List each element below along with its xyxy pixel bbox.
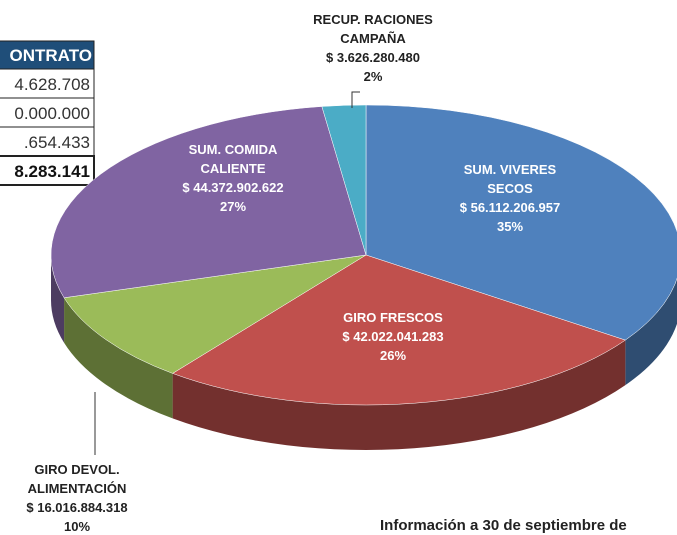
slice-name: GIRO DEVOL. ALIMENTACIÓN — [27, 462, 127, 496]
leader-line — [351, 91, 360, 108]
data-label: GIRO DEVOL. ALIMENTACIÓN $ 16.016.884.318… — [22, 460, 132, 535]
data-label: RECUP. RACIONES CAMPAÑA $ 3.626.280.480 2% — [303, 10, 443, 86]
table-cell — [0, 68, 95, 99]
slice-side — [172, 340, 626, 451]
slice-name: SUM. VIVERES SECOS — [463, 162, 557, 196]
slice — [321, 104, 367, 256]
slice-percent: 10% — [63, 519, 91, 534]
slice-side — [64, 297, 173, 419]
slice — [365, 104, 677, 341]
data-label: SUM. COMIDA CALIENTE $ 44.372.902.622 27% — [168, 140, 298, 216]
footnote: Información a 30 de septiembre de — [380, 517, 627, 534]
data-label: GIRO FRESCOS $ 42.022.041.283 26% — [293, 308, 493, 365]
table-header-cell — [0, 40, 95, 70]
table-cell — [0, 155, 95, 186]
table-cell-text: .654.433 — [24, 133, 90, 152]
slice-amount: $ 44.372.902.622 — [182, 180, 284, 195]
slice-percent: 27% — [219, 199, 247, 214]
data-label: SUM. VIVERES SECOS $ 56.112.206.957 35% — [445, 160, 575, 236]
slice-name: RECUP. RACIONES CAMPAÑA — [313, 12, 433, 46]
slice-percent: 2% — [363, 69, 383, 84]
slice-amount: $ 3.626.280.480 — [326, 50, 420, 65]
table: ONTRATO 4.628.708 0.000.000 .654.433 8.2… — [0, 40, 95, 186]
table-cell-text: 0.000.000 — [14, 104, 90, 123]
slice-percent: 26% — [379, 348, 407, 363]
slice-amount: $ 56.112.206.957 — [459, 200, 561, 215]
slice-percent: 35% — [496, 219, 524, 234]
table-cell-text: 4.628.708 — [14, 75, 90, 94]
slice-amount: $ 16.016.884.318 — [26, 500, 128, 515]
slice-name: GIRO FRESCOS — [343, 310, 443, 325]
slice-side — [625, 278, 677, 386]
table-cell-text: 8.283.141 — [14, 162, 90, 181]
slice-name: SUM. COMIDA CALIENTE — [188, 142, 278, 176]
slice — [172, 254, 626, 406]
slice — [50, 106, 367, 299]
pie — [50, 104, 677, 451]
slice — [63, 254, 367, 374]
slice-amount: $ 42.022.041.283 — [342, 329, 444, 344]
table-header: ONTRATO — [10, 46, 92, 65]
